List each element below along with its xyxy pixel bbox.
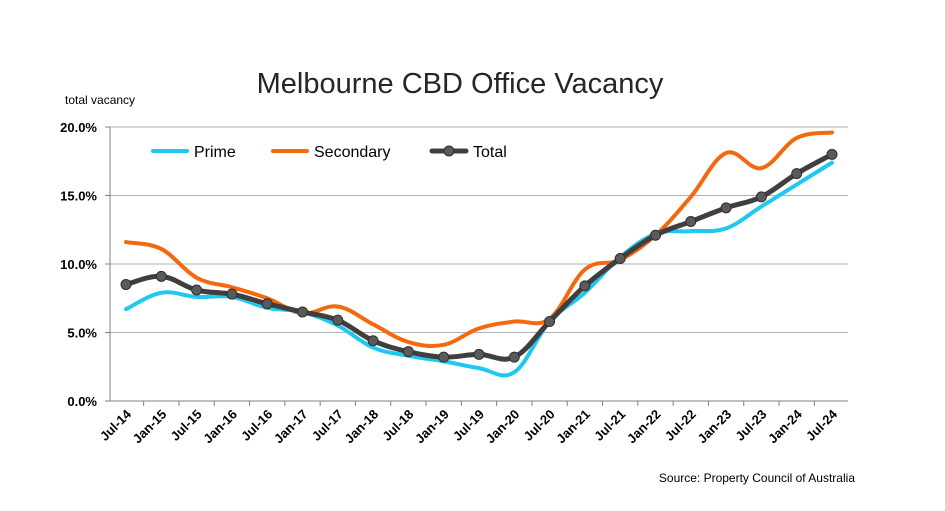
data-point-total	[155, 270, 167, 282]
data-point-total	[191, 284, 203, 296]
series-line-prime	[124, 160, 834, 378]
x-tick-label: Jul-24	[803, 406, 841, 444]
y-tick-label: 20.0%	[60, 120, 97, 135]
x-tick-label: Jul-20	[521, 407, 558, 444]
x-tick-label: Jul-19	[450, 407, 487, 444]
x-tick-labels: Jul-14Jan-15Jul-15Jan-16Jul-16Jan-17Jul-…	[97, 406, 841, 446]
x-tick-label: Jan-18	[341, 407, 381, 447]
series-lines	[120, 130, 838, 378]
data-point-total	[720, 202, 732, 214]
gridlines	[110, 126, 848, 333]
data-point-total	[261, 298, 273, 310]
data-point-total	[402, 346, 414, 358]
x-tick-label: Jan-20	[483, 407, 523, 447]
x-tick-label: Jan-23	[694, 407, 734, 447]
x-tick-label: Jan-17	[271, 407, 311, 447]
y-axis-label: total vacancy	[65, 93, 135, 107]
data-point-total	[650, 229, 661, 241]
data-point-total	[614, 253, 626, 265]
x-tick-label: Jan-24	[765, 406, 805, 446]
data-point-total	[685, 216, 697, 228]
legend-label-total: Total	[473, 144, 507, 161]
x-tick-label: Jul-18	[379, 407, 416, 444]
source-note: Source: Property Council of Australia	[659, 471, 855, 485]
data-point-total	[791, 168, 803, 180]
x-tick-label: Jul-16	[238, 407, 275, 444]
data-point-total	[226, 288, 238, 300]
x-tick-label: Jan-15	[130, 407, 170, 447]
axes	[105, 126, 848, 406]
y-tick-label: 15.0%	[60, 189, 97, 204]
legend-label-prime: Prime	[194, 144, 236, 161]
x-tick-label: Jan-21	[553, 407, 593, 447]
data-point-total	[438, 351, 450, 363]
data-point-total	[367, 335, 379, 347]
y-tick-labels: 0.0% 5.0% 10.0% 15.0% 20.0%	[60, 120, 97, 409]
data-point-total	[473, 348, 485, 360]
x-tick-label: Jul-21	[591, 407, 628, 444]
data-point-total	[508, 351, 520, 363]
y-tick-label: 5.0%	[67, 326, 97, 341]
x-tick-label: Jul-23	[732, 407, 769, 444]
data-point-total	[579, 280, 591, 292]
data-point-total	[544, 316, 556, 328]
x-tick-label: Jul-17	[309, 407, 346, 444]
y-tick-label: 10.0%	[60, 257, 97, 272]
chart-title: Melbourne CBD Office Vacancy	[257, 68, 664, 100]
x-tick-label: Jan-19	[412, 407, 452, 447]
x-tick-label: Jan-22	[624, 407, 664, 447]
legend-label-secondary: Secondary	[314, 144, 391, 161]
x-tick-label: Jul-15	[168, 407, 205, 444]
data-point-total	[332, 314, 344, 326]
legend: Prime Secondary Total	[151, 144, 507, 161]
data-point-total	[120, 279, 132, 291]
x-tick-label: Jan-16	[200, 407, 240, 447]
data-point-total	[826, 148, 838, 160]
x-tick-label: Jul-14	[97, 406, 135, 444]
data-point-total	[297, 306, 308, 318]
data-point-total	[755, 191, 767, 203]
series-line-secondary	[124, 130, 834, 349]
x-tick-label: Jul-22	[662, 407, 699, 444]
legend-marker-total	[443, 145, 455, 157]
y-tick-label: 0.0%	[67, 394, 97, 409]
